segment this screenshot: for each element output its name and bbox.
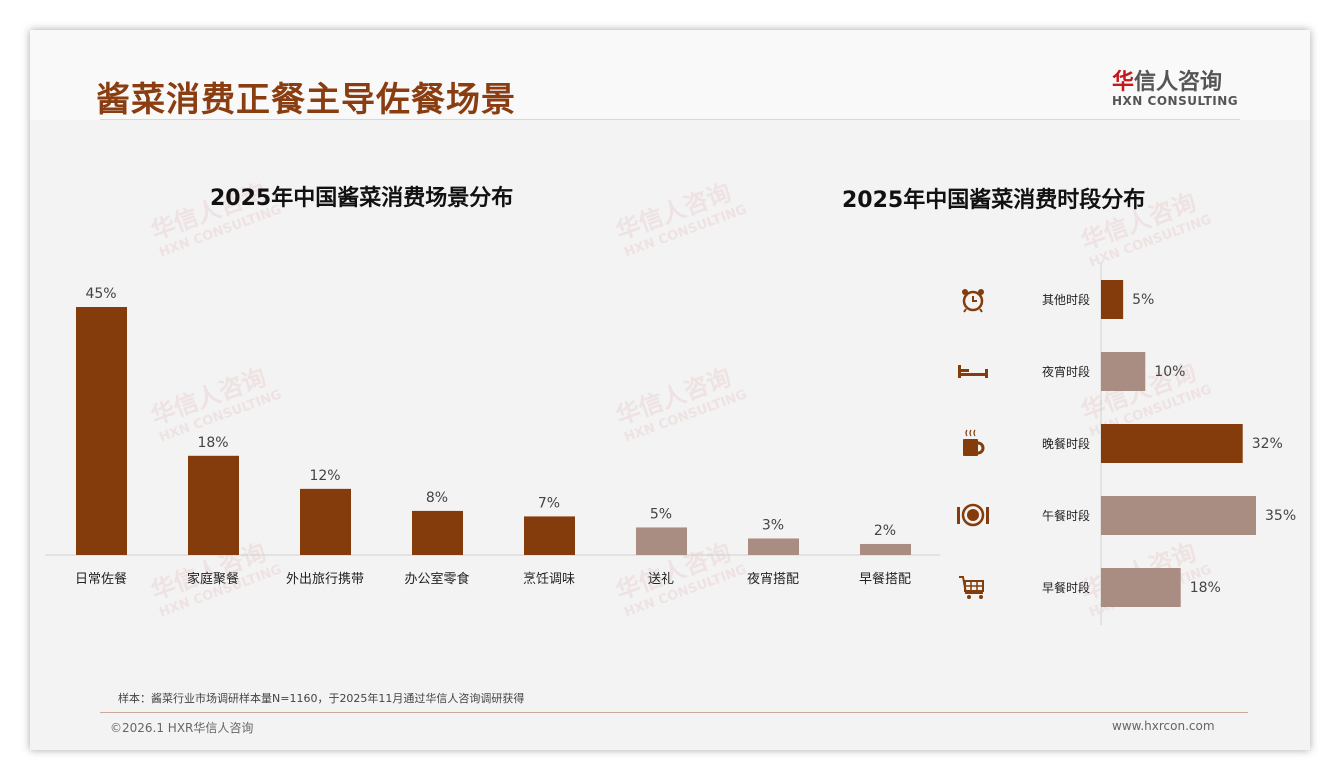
- category-label: 夜宵搭配: [747, 571, 799, 587]
- bar: [76, 307, 127, 555]
- copyright: ©2026.1 HXR华信人咨询: [110, 721, 254, 735]
- header-band: [30, 30, 1310, 120]
- bar-value-label: 5%: [1132, 292, 1154, 308]
- sample-note: 样本：酱菜行业市场调研样本量N=1160，于2025年11月通过华信人咨询调研获…: [118, 692, 525, 705]
- bar-value-label: 32%: [1252, 436, 1283, 452]
- bar: [300, 488, 351, 555]
- alarm-clock-icon: [962, 289, 984, 313]
- category-label: 午餐时段: [1042, 508, 1090, 523]
- bar: [1101, 496, 1256, 535]
- title-divider: [100, 119, 1240, 120]
- bar-value-label: 12%: [309, 468, 340, 484]
- coffee-cup-icon: [963, 429, 985, 456]
- bar: [636, 527, 687, 555]
- category-label: 家庭聚餐: [187, 571, 239, 587]
- slide: 酱菜消费正餐主导佐餐场景 华信人咨询 HXN CONSULTING 华信人咨询 H…: [30, 30, 1310, 750]
- bed-icon: [958, 365, 988, 378]
- logo-cn-rest: 信人咨询: [1134, 70, 1223, 95]
- logo-en: HXN CONSULTING: [1112, 94, 1239, 108]
- bar-value-label: 8%: [426, 490, 448, 506]
- bar-value-label: 10%: [1154, 364, 1185, 380]
- bar: [748, 538, 799, 555]
- logo-cn-red: 华: [1112, 70, 1135, 95]
- period-chart-title: 2025年中国酱菜消费时段分布: [842, 188, 1146, 213]
- bar-value-label: 5%: [650, 506, 672, 522]
- bar: [1101, 424, 1243, 463]
- bar-value-label: 2%: [874, 523, 896, 539]
- shopping-cart-icon: [959, 576, 984, 599]
- category-label: 办公室零食: [404, 571, 469, 587]
- bar-value-label: 18%: [197, 435, 228, 451]
- bar-value-label: 35%: [1265, 508, 1296, 524]
- category-label: 烹饪调味: [523, 572, 575, 587]
- category-label: 日常佐餐: [75, 571, 127, 587]
- bar: [1101, 568, 1181, 607]
- bar: [1101, 352, 1146, 391]
- category-label: 其他时段: [1042, 292, 1090, 307]
- category-label: 早餐搭配: [859, 571, 911, 587]
- category-label: 晚餐时段: [1042, 436, 1090, 451]
- charts-svg: 45% 日常佐餐 18% 家庭聚餐 12% 外出旅行携带 8% 办公室零食 7% 烹饪调味 5% 送礼…: [45, 262, 1296, 625]
- website-url: www.hxrcon.com: [1112, 719, 1215, 733]
- bar-value-label: 18%: [1190, 580, 1221, 596]
- scene-chart-title: 2025年中国酱菜消费场景分布: [210, 186, 514, 211]
- logo: 华信人咨询 HXN CONSULTING: [1112, 64, 1238, 108]
- plate-cutlery-icon: [957, 503, 989, 527]
- bar-value-label: 45%: [85, 286, 116, 302]
- category-label: 送礼: [648, 571, 674, 587]
- page-title: 酱菜消费正餐主导佐餐场景: [96, 80, 516, 120]
- category-label: 早餐时段: [1042, 580, 1090, 595]
- bar-value-label: 7%: [538, 495, 560, 511]
- category-label: 夜宵时段: [1042, 364, 1090, 379]
- bar: [524, 516, 575, 555]
- footer-divider: [100, 712, 1248, 713]
- bar: [412, 510, 463, 555]
- bar-value-label: 3%: [762, 517, 784, 533]
- category-label: 外出旅行携带: [286, 571, 364, 587]
- bar: [188, 455, 239, 555]
- bar: [1101, 280, 1124, 319]
- bar: [860, 543, 911, 555]
